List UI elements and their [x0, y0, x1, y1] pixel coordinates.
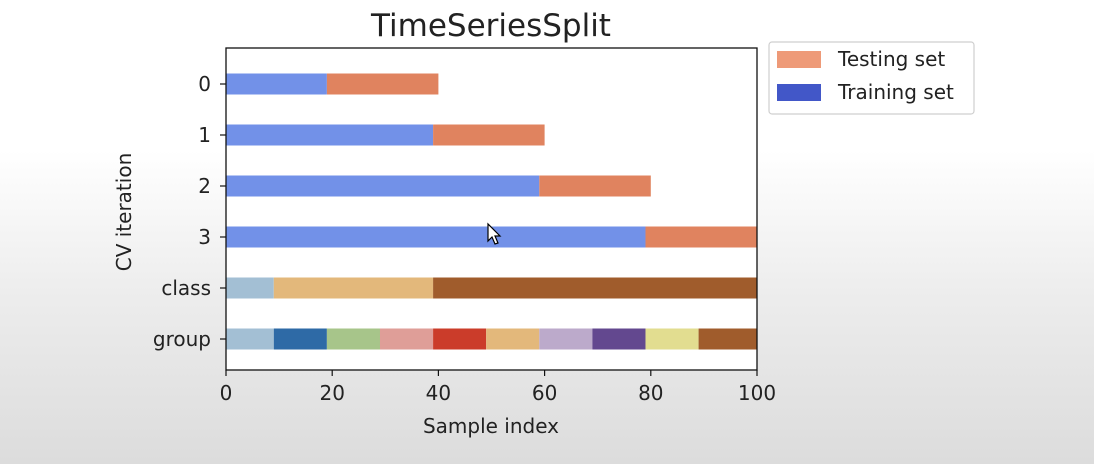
chart-title: TimeSeriesSplit [370, 8, 611, 44]
legend-label-testing: Testing set [837, 47, 945, 71]
train-bar-0 [226, 73, 327, 95]
x-tick-label: 60 [532, 381, 557, 405]
legend-swatch-training [777, 84, 821, 101]
x-tick-label: 100 [738, 381, 776, 405]
group-segment-0 [226, 328, 274, 350]
x-tick-label: 80 [638, 381, 663, 405]
test-bar-3 [645, 226, 757, 248]
train-bar-2 [226, 175, 540, 197]
group-segment-4 [433, 328, 487, 350]
class-segment-1 [273, 277, 434, 299]
class-segment-2 [433, 277, 757, 299]
y-axis: 0 1 2 3 class group [153, 72, 226, 351]
bars-layer [226, 73, 757, 350]
y-tick-label: 0 [198, 72, 211, 96]
x-axis-label: Sample index [423, 414, 559, 438]
legend-swatch-testing [777, 51, 821, 68]
group-segment-6 [539, 328, 593, 350]
plot-frame [225, 47, 758, 371]
y-tick-label: class [161, 276, 211, 300]
group-segment-1 [273, 328, 327, 350]
group-segment-8 [645, 328, 699, 350]
y-tick-label: 3 [198, 225, 211, 249]
test-bar-1 [433, 124, 545, 146]
legend: Testing set Training set [768, 41, 975, 115]
y-tick-label: 1 [198, 123, 211, 147]
test-bar-2 [539, 175, 651, 197]
y-tick-label: 2 [198, 174, 211, 198]
legend-label-training: Training set [837, 80, 954, 104]
train-bar-3 [226, 226, 646, 248]
x-tick-label: 20 [319, 381, 344, 405]
group-segment-3 [379, 328, 434, 350]
mouse-cursor-icon [487, 222, 502, 245]
x-tick-label: 40 [426, 381, 451, 405]
x-tick-label: 0 [220, 381, 233, 405]
group-segment-2 [326, 328, 380, 350]
test-bar-0 [326, 73, 439, 95]
group-segment-9 [698, 328, 757, 350]
train-bar-1 [226, 124, 434, 146]
class-segment-0 [226, 277, 274, 299]
x-axis: 0 20 40 60 80 100 [220, 370, 776, 405]
y-tick-label: group [153, 327, 211, 351]
group-segment-5 [486, 328, 540, 350]
plot-area [226, 48, 757, 370]
y-axis-label: CV iteration [112, 153, 136, 272]
group-segment-7 [592, 328, 646, 350]
